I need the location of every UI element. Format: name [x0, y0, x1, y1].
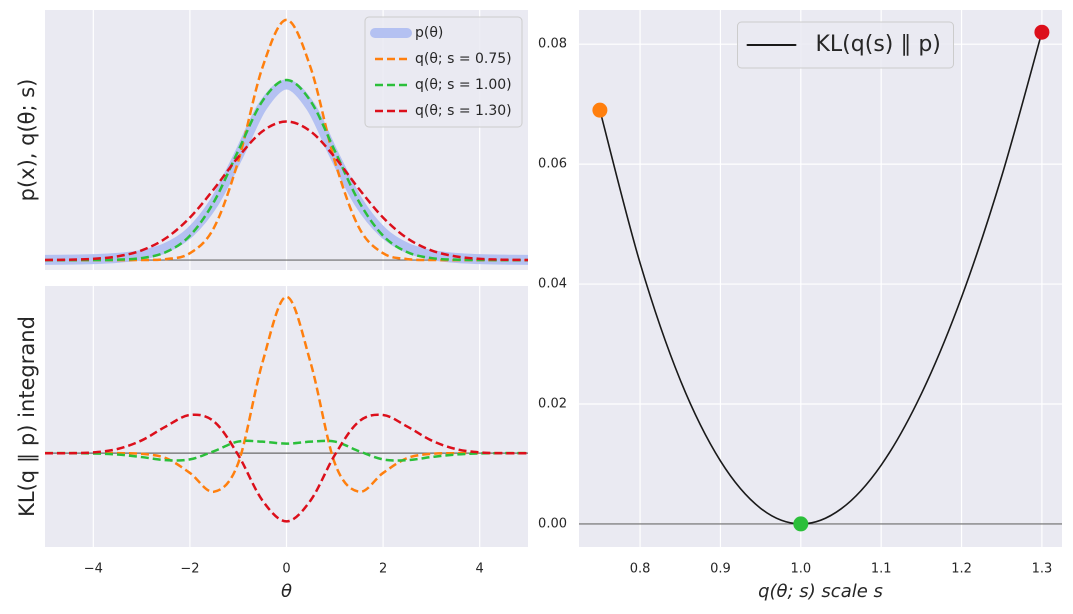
- x-tick-label: 2: [379, 562, 387, 577]
- x-tick-label: 0: [282, 562, 290, 577]
- x-tick-label: 4: [476, 562, 484, 577]
- legend-label: KL(q(s) ∥ p): [816, 32, 941, 57]
- y-tick-label: 0.04: [538, 277, 567, 292]
- highlight-point: [592, 102, 608, 118]
- y-tick-label: 0.02: [538, 396, 567, 411]
- y-axis-label: p(x), q(θ; s): [15, 79, 39, 202]
- series-line: [45, 78, 528, 262]
- legend-label: q(θ; s = 0.75): [415, 51, 512, 67]
- y-tick-label: 0.08: [538, 37, 567, 52]
- series-group: [599, 31, 1043, 525]
- legend-label: q(θ; s = 1.30): [415, 103, 512, 119]
- y-tick-label: 0.00: [538, 516, 567, 531]
- x-tick-label: 0.9: [710, 562, 731, 577]
- x-tick-label: −4: [84, 562, 103, 577]
- series-line: [45, 413, 528, 523]
- y-axis-label: KL(q ∥ p) integrand: [15, 316, 39, 517]
- highlight-point: [793, 516, 809, 532]
- x-axis-label: θ: [281, 581, 292, 602]
- legend-box: [364, 16, 523, 128]
- plot-area: [579, 10, 1062, 547]
- legend-box: [737, 21, 954, 69]
- x-tick-label: 1.3: [1032, 562, 1053, 577]
- x-tick-label: 1.1: [871, 562, 892, 577]
- series-line: [45, 439, 528, 462]
- y-tick-label: 0.06: [538, 157, 567, 172]
- x-axis-label: q(θ; s) scale s: [758, 581, 883, 602]
- x-tick-label: 1.0: [790, 562, 811, 577]
- legend-label: q(θ; s = 1.00): [415, 77, 512, 93]
- x-tick-label: 1.2: [951, 562, 972, 577]
- series-line: [45, 79, 528, 265]
- series-line: [45, 120, 528, 262]
- series-group: [45, 18, 528, 265]
- highlight-point: [1034, 24, 1050, 40]
- series-group: [45, 295, 528, 523]
- x-tick-label: −2: [180, 562, 199, 577]
- x-tick-label: 0.8: [630, 562, 651, 577]
- legend-label: p(θ): [415, 25, 443, 41]
- series-line: [599, 31, 1043, 525]
